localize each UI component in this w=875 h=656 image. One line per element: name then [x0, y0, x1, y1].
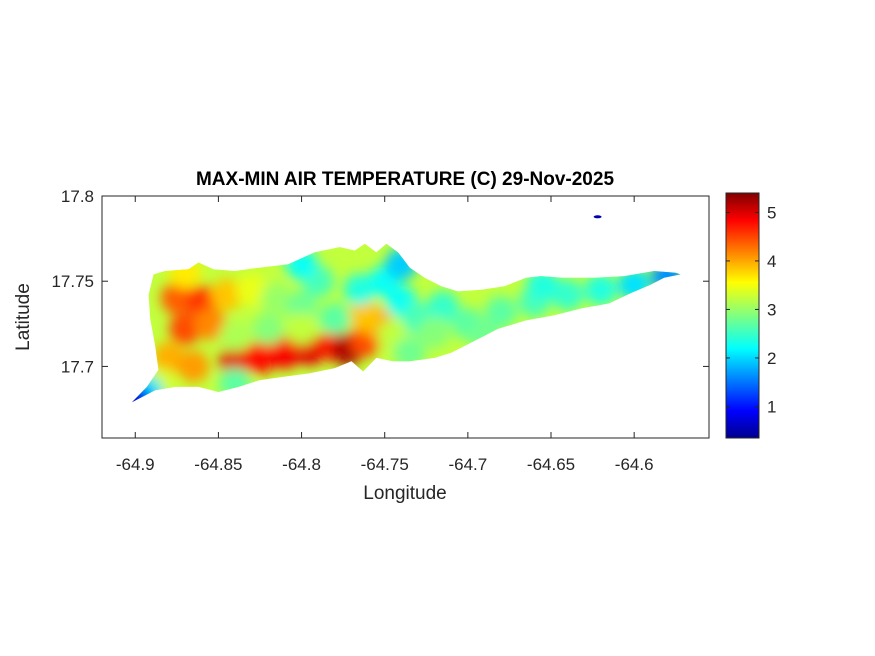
y-tick-label: 17.8 — [61, 187, 94, 206]
temperature-sample — [268, 336, 301, 369]
temperature-sample — [160, 282, 193, 315]
x-tick-label: -64.7 — [448, 455, 487, 474]
temperature-sample — [169, 312, 202, 345]
temperature-sample — [177, 350, 210, 383]
temperature-sample — [318, 302, 351, 335]
temperature-sample — [235, 273, 268, 306]
temperature-sample — [551, 278, 584, 311]
y-ticks: 17.7 17.75 17.8 — [51, 187, 709, 376]
colorbar-tick-label: 3 — [767, 300, 776, 319]
temperature-sample — [418, 316, 451, 349]
colorbar-ticks: 1 2 3 4 5 — [726, 203, 776, 416]
temperature-sample — [426, 290, 459, 323]
x-tick-label: -64.75 — [361, 455, 409, 474]
x-tick-label: -64.8 — [282, 455, 321, 474]
x-tick-label: -64.65 — [527, 455, 575, 474]
map-axes: -64.9 -64.85 -64.8 -64.75 -64.7 -64.65 -64.6 1… — [51, 187, 710, 474]
temperature-sample — [152, 341, 185, 374]
temperature-sample — [210, 278, 243, 311]
temperature-sample — [244, 341, 276, 374]
colorbar-gradient — [725, 192, 760, 439]
temperature-sample — [285, 290, 318, 323]
temperature-sample — [260, 282, 293, 315]
temperature-sample — [252, 312, 285, 345]
colorbar: 1 2 3 4 5 — [725, 192, 776, 439]
colorbar-tick-label: 4 — [767, 252, 776, 271]
y-axis-label: Latitude — [13, 283, 34, 351]
temperature-sample — [285, 312, 318, 345]
colorbar-tick-label: 2 — [767, 349, 776, 368]
colorbar-tick-label: 1 — [767, 397, 776, 416]
x-tick-label: -64.6 — [615, 455, 654, 474]
x-axis-label: Longitude — [363, 483, 446, 504]
y-tick-label: 17.7 — [61, 357, 94, 376]
islet-patch — [593, 215, 602, 219]
temperature-sample — [584, 273, 617, 306]
temperature-sample — [219, 319, 251, 352]
x-tick-label: -64.9 — [116, 455, 155, 474]
temperature-sample — [219, 345, 251, 378]
x-ticks: -64.9 -64.85 -64.8 -64.75 -64.7 -64.65 -64.6 — [116, 196, 654, 474]
y-tick-label: 17.75 — [51, 272, 94, 291]
temperature-sample — [348, 299, 381, 332]
chart-title: MAX-MIN AIR TEMPERATURE (C) 29-Nov-2025 — [196, 169, 614, 190]
temperature-sample — [485, 295, 518, 328]
temperature-sample — [194, 307, 227, 340]
x-tick-label: -64.85 — [194, 455, 242, 474]
colorbar-tick-label: 5 — [767, 203, 776, 222]
temperature-sample — [343, 273, 376, 306]
